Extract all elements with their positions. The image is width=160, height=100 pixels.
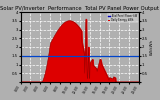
Y-axis label: kW/kWh: kW/kWh: [149, 39, 153, 55]
Legend: Total Panel Power kW, Daily Energy kWh: Total Panel Power kW, Daily Energy kWh: [107, 13, 138, 23]
Title: Solar PV/Inverter  Performance  Total PV Panel Power Output: Solar PV/Inverter Performance Total PV P…: [0, 6, 160, 11]
